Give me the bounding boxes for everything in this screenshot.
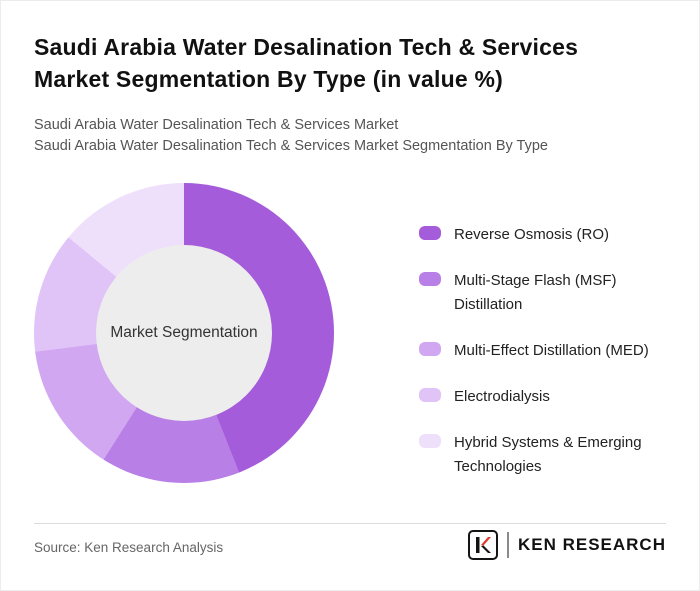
footer-divider [34, 523, 666, 524]
legend-item: Hybrid Systems & Emerging Technologies [419, 431, 671, 478]
chart-subtitle-market: Saudi Arabia Water Desalination Tech & S… [34, 117, 399, 133]
legend-item: Multi-Effect Distillation (MED) [419, 339, 671, 362]
legend-item-label: Reverse Osmosis (RO) [454, 226, 610, 243]
legend-swatch [419, 341, 441, 356]
ken-research-logo: KEN RESEARCH [468, 530, 666, 560]
donut-center-label: Market Segmentation [110, 324, 258, 341]
legend-item: Multi-Stage Flash (MSF) Distillation [419, 269, 671, 316]
legend-item: Electrodialysis [419, 385, 671, 408]
source-text: Source: Ken Research Analysis [34, 540, 224, 555]
legend-swatch [419, 434, 441, 449]
legend-item-label: Multi-Stage Flash (MSF) Distillation [454, 272, 617, 313]
donut-center: Market Segmentation [96, 245, 272, 421]
legend-swatch [419, 272, 441, 287]
legend: Reverse Osmosis (RO) Multi-Stage Flash (M… [419, 223, 671, 478]
chart-subtitle-segmentation: Saudi Arabia Water Desalination Tech & S… [34, 138, 548, 154]
legend-swatch [419, 388, 441, 402]
legend-swatch [419, 226, 441, 240]
legend-item-label: Hybrid Systems & Emerging Technologies [454, 434, 642, 475]
logo-separator [507, 532, 509, 558]
legend-item: Reverse Osmosis (RO) [419, 223, 671, 246]
page-title: Saudi Arabia Water Desalination Tech & S… [34, 34, 579, 93]
legend-item-label: Electrodialysis [454, 388, 550, 405]
logo-wordmark: KEN RESEARCH [517, 535, 666, 554]
logo-k-icon [468, 530, 499, 560]
legend-item-label: Multi-Effect Distillation (MED) [454, 341, 649, 359]
